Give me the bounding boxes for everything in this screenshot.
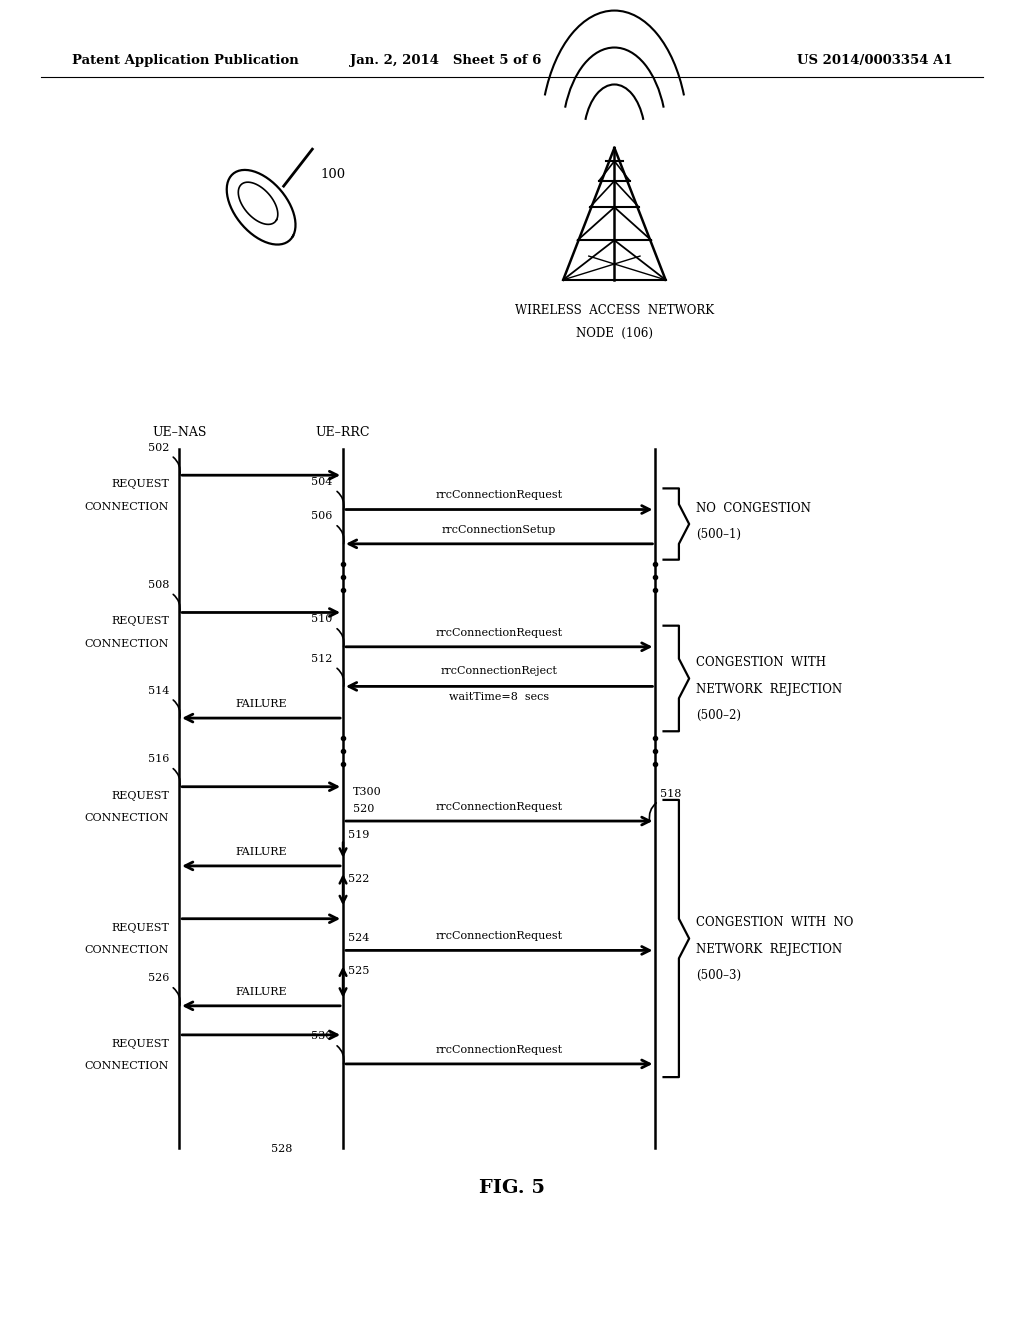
Text: 508: 508: [147, 579, 169, 590]
Text: NETWORK  REJECTION: NETWORK REJECTION: [696, 942, 843, 956]
Text: UE–NAS: UE–NAS: [152, 426, 207, 440]
Text: CONNECTION: CONNECTION: [84, 639, 169, 649]
Text: 528: 528: [271, 1144, 292, 1155]
Text: FAILURE: FAILURE: [236, 698, 287, 709]
Text: US 2014/0003354 A1: US 2014/0003354 A1: [797, 54, 952, 67]
Text: (500–3): (500–3): [696, 969, 741, 982]
Text: CONNECTION: CONNECTION: [84, 813, 169, 824]
Text: 530: 530: [311, 1031, 333, 1041]
Text: REQUEST: REQUEST: [111, 791, 169, 801]
Text: Patent Application Publication: Patent Application Publication: [72, 54, 298, 67]
Text: CONNECTION: CONNECTION: [84, 502, 169, 512]
Text: 516: 516: [147, 754, 169, 764]
Text: REQUEST: REQUEST: [111, 1039, 169, 1049]
Text: rrcConnectionRequest: rrcConnectionRequest: [435, 1044, 563, 1055]
Text: rrcConnectionRequest: rrcConnectionRequest: [435, 627, 563, 638]
Text: REQUEST: REQUEST: [111, 479, 169, 490]
Text: rrcConnectionReject: rrcConnectionReject: [440, 665, 558, 676]
Text: 520: 520: [353, 804, 375, 814]
Text: FAILURE: FAILURE: [236, 846, 287, 857]
Text: REQUEST: REQUEST: [111, 616, 169, 627]
Text: NODE  (106): NODE (106): [575, 327, 653, 341]
Text: (500–2): (500–2): [696, 709, 741, 722]
Text: 502: 502: [147, 442, 169, 453]
Text: CONNECTION: CONNECTION: [84, 945, 169, 956]
Text: 519: 519: [348, 830, 370, 841]
Text: rrcConnectionRequest: rrcConnectionRequest: [435, 801, 563, 812]
Text: 526: 526: [147, 973, 169, 983]
Text: 100: 100: [321, 168, 346, 181]
Text: NO  CONGESTION: NO CONGESTION: [696, 502, 811, 515]
Text: CONNECTION: CONNECTION: [84, 1061, 169, 1072]
Text: rrcConnectionSetup: rrcConnectionSetup: [442, 524, 556, 535]
Text: 518: 518: [660, 788, 682, 799]
Text: CONGESTION  WITH  NO: CONGESTION WITH NO: [696, 916, 854, 929]
Text: 512: 512: [311, 653, 333, 664]
Text: T300: T300: [353, 787, 382, 797]
Text: UE–RRC: UE–RRC: [315, 426, 371, 440]
Text: FIG. 5: FIG. 5: [479, 1179, 545, 1197]
Text: CONGESTION  WITH: CONGESTION WITH: [696, 656, 826, 669]
Text: NETWORK  REJECTION: NETWORK REJECTION: [696, 682, 843, 696]
Text: 514: 514: [147, 685, 169, 696]
Text: 522: 522: [348, 874, 370, 884]
Text: 506: 506: [311, 511, 333, 521]
Text: Jan. 2, 2014   Sheet 5 of 6: Jan. 2, 2014 Sheet 5 of 6: [350, 54, 541, 67]
Text: 524: 524: [348, 933, 370, 944]
Text: (500–1): (500–1): [696, 528, 741, 541]
Text: rrcConnectionRequest: rrcConnectionRequest: [435, 931, 563, 941]
Text: 504: 504: [311, 477, 333, 487]
Text: rrcConnectionRequest: rrcConnectionRequest: [435, 490, 563, 500]
Text: 525: 525: [348, 966, 370, 977]
Text: FAILURE: FAILURE: [236, 986, 287, 997]
Text: waitTime=8  secs: waitTime=8 secs: [450, 692, 549, 702]
Text: REQUEST: REQUEST: [111, 923, 169, 933]
Text: WIRELESS  ACCESS  NETWORK: WIRELESS ACCESS NETWORK: [515, 304, 714, 317]
Text: 510: 510: [311, 614, 333, 624]
